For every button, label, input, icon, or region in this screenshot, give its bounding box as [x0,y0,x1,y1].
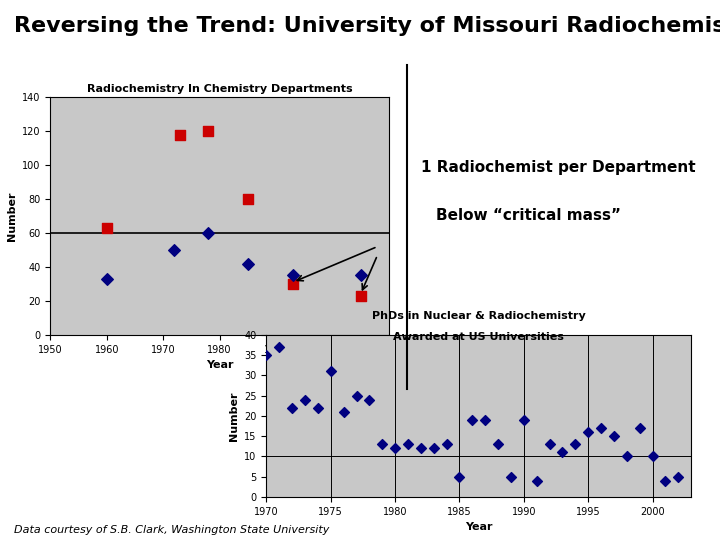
Text: Below “critical mass”: Below “critical mass” [436,208,621,224]
Point [390,444,401,453]
Point [660,476,671,485]
Point [261,351,272,360]
Point [242,195,253,204]
Point [338,407,349,416]
Point [557,448,568,457]
Point [492,440,504,448]
Point [582,428,594,436]
Y-axis label: Number: Number [229,391,238,441]
Point [441,440,452,448]
Point [287,403,298,412]
Text: Reversing the Trend: University of Missouri Radiochemistry: Reversing the Trend: University of Misso… [14,16,720,36]
X-axis label: Year: Year [465,522,492,532]
Y-axis label: Number: Number [6,191,17,241]
Point [351,391,362,400]
Point [647,452,658,461]
Point [518,416,530,424]
Point [287,271,299,280]
Point [531,476,542,485]
Point [544,440,555,448]
Point [402,440,414,448]
Point [355,271,366,280]
Point [202,228,214,237]
Point [454,472,465,481]
Text: Data courtesy of S.B. Clark, Washington State University: Data courtesy of S.B. Clark, Washington … [14,524,330,535]
Point [377,440,388,448]
Point [355,292,366,300]
Point [174,130,186,139]
Point [672,472,684,481]
Point [505,472,517,481]
Point [467,416,478,424]
Point [608,432,620,441]
Point [242,259,253,268]
Point [480,416,491,424]
Text: 1 Radiochemist per Department: 1 Radiochemist per Department [421,160,696,175]
Point [415,444,427,453]
Point [312,403,324,412]
Point [300,395,311,404]
Point [287,280,299,288]
Point [634,423,645,432]
Point [428,444,439,453]
Point [202,127,214,136]
Point [570,440,581,448]
X-axis label: Year: Year [206,360,233,370]
Point [621,452,633,461]
Point [101,224,112,232]
Text: PhDs in Nuclear & Radiochemistry: PhDs in Nuclear & Radiochemistry [372,311,585,321]
Point [168,246,180,254]
Text: Awarded at US Universities: Awarded at US Universities [393,333,564,342]
Point [101,274,112,283]
Point [325,367,336,376]
Title: Radiochemistry In Chemistry Departments: Radiochemistry In Chemistry Departments [87,84,352,93]
Point [595,423,607,432]
Point [364,395,375,404]
Point [274,342,285,351]
